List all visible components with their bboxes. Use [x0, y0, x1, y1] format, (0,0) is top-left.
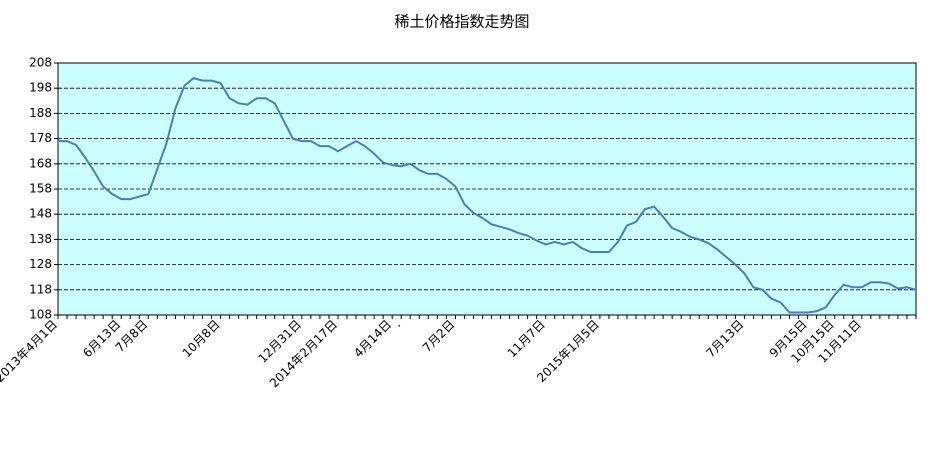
y-tick-label: 158	[29, 182, 52, 196]
y-tick-label: 168	[29, 156, 52, 170]
chart-title: 稀土价格指数走势图	[394, 13, 529, 31]
x-tick-label: 2013年4月1日	[0, 317, 60, 385]
y-tick-label: 188	[29, 106, 52, 120]
y-tick-label: 178	[29, 131, 52, 145]
line	[58, 77, 917, 314]
x-tick-label: 11月7日	[505, 317, 548, 360]
x-tick-label: 7月2日	[420, 317, 458, 355]
y-tick-label: 128	[29, 257, 52, 271]
y-tick-label: 118	[29, 282, 52, 296]
y-tick-label: 198	[29, 81, 52, 95]
x-tick-label: 4月14日	[351, 317, 394, 360]
y-tick-label: 108	[29, 308, 52, 322]
x-tick-label: 10月8日	[180, 317, 223, 360]
x-tick-label: 7月13日	[703, 317, 746, 360]
x-tick-label: 6月13日	[80, 317, 123, 360]
y-tick-label: 148	[29, 207, 52, 221]
plot-border	[57, 62, 917, 316]
y-tick-label: 208	[29, 56, 52, 70]
x-tick-label: 2014年2月17日	[267, 317, 340, 390]
y-tick-label: 138	[29, 232, 52, 246]
